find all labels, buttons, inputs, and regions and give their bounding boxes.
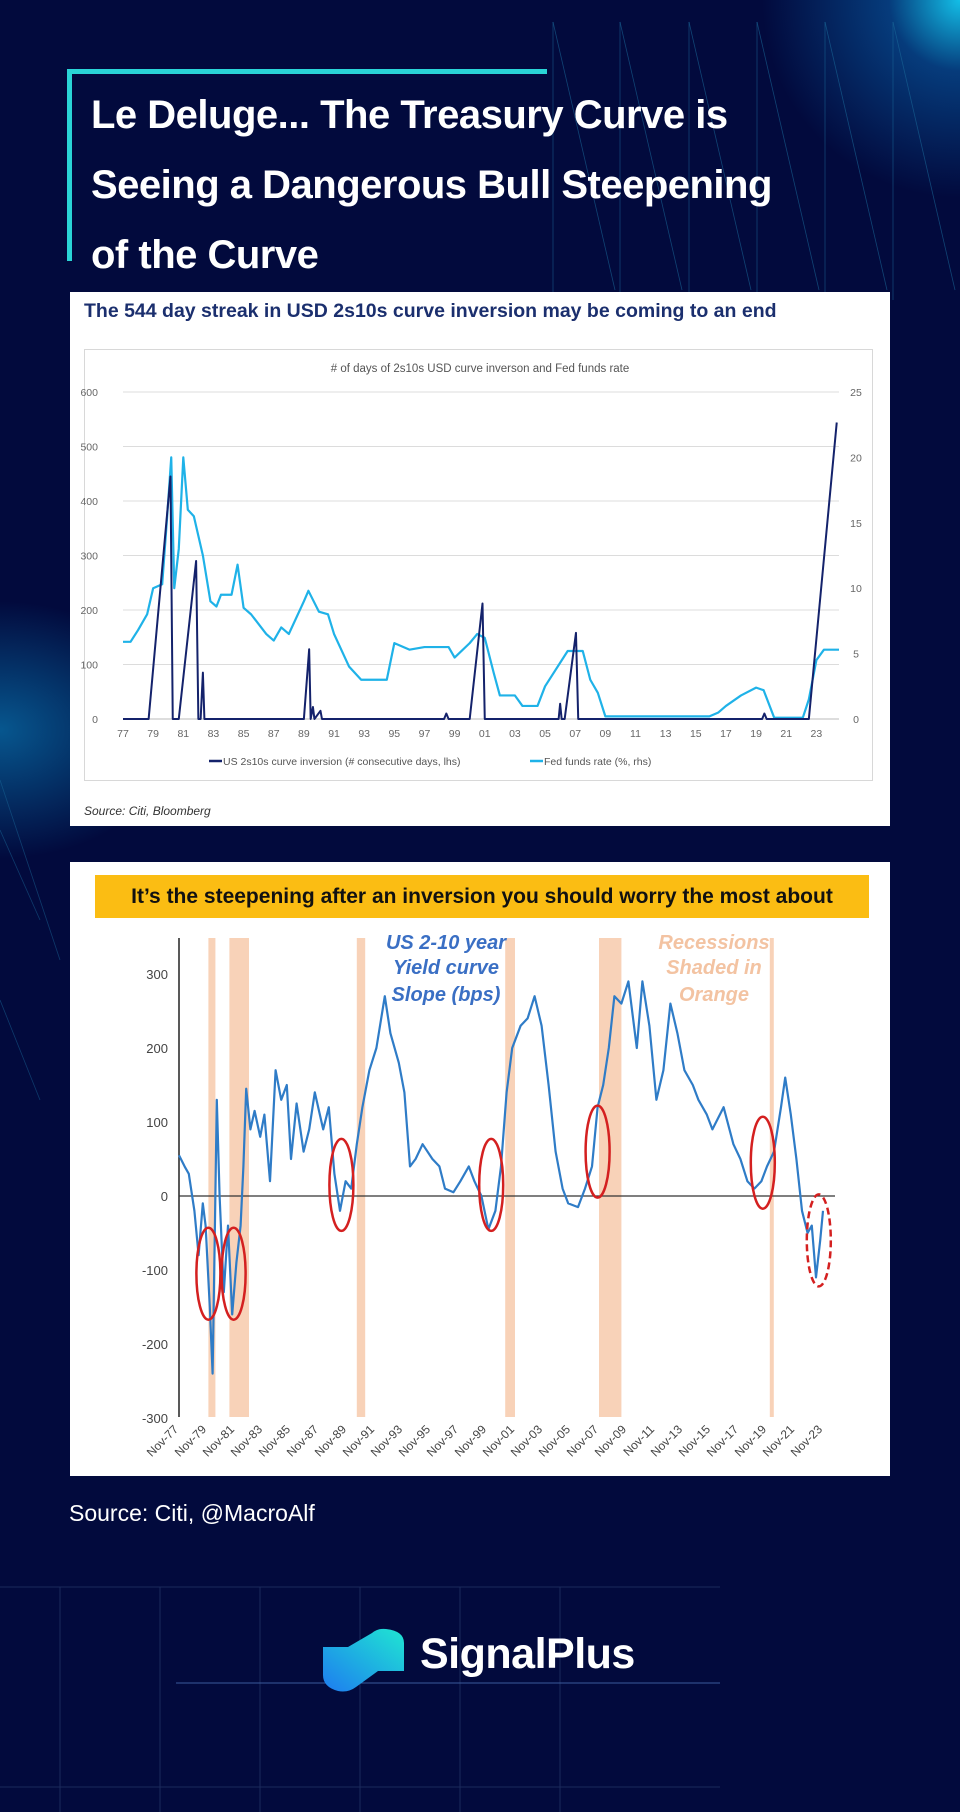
y-tick-label-right: 10 (850, 583, 862, 595)
annotation-recessions: Orange (679, 984, 749, 1006)
chart-title: # of days of 2s10s USD curve inverson an… (331, 363, 630, 375)
y-tick-label-right: 15 (850, 518, 862, 530)
y-tick-label: -100 (142, 1263, 168, 1278)
decorative-line (892, 21, 956, 291)
x-tick-label: 99 (449, 728, 461, 740)
x-tick-label: 03 (509, 728, 521, 740)
x-tick-label: Nov-23 (788, 1422, 825, 1459)
y-tick-label-right: 0 (853, 714, 859, 726)
annotation-series: Slope (bps) (392, 984, 501, 1006)
signalplus-logo-icon (323, 1628, 404, 1692)
decorative-line (0, 999, 41, 1101)
fed-funds-line (123, 456, 839, 719)
recession-band (229, 938, 249, 1417)
highlight-circle (477, 1137, 505, 1233)
x-tick-label: 21 (780, 728, 792, 740)
title-line: Le Deluge... The Treasury Curve is (91, 93, 728, 137)
y-tick-label-left: 600 (80, 387, 98, 399)
x-tick-label: 19 (750, 728, 762, 740)
decorative-line (824, 21, 888, 291)
title-line: Seeing a Dangerous Bull Steepening (91, 163, 772, 207)
decorative-line (756, 21, 820, 291)
x-tick-label: 89 (298, 728, 310, 740)
x-tick-label: 97 (419, 728, 431, 740)
decorative-line (688, 21, 752, 291)
y-tick-label-left: 200 (80, 605, 98, 617)
x-tick-label: 07 (569, 728, 581, 740)
recession-band (208, 938, 216, 1417)
x-tick-label: 81 (177, 728, 189, 740)
chart-panel-inversion-streak: The 544 day streak in USD 2s10s curve in… (70, 292, 890, 826)
y-tick-label-left: 0 (92, 714, 98, 726)
yield-slope-line (178, 980, 825, 1375)
x-tick-label: 13 (660, 728, 672, 740)
title-line: of the Curve (91, 233, 319, 277)
logo-text: SignalPlus (420, 1630, 635, 1678)
y-tick-label: 100 (146, 1115, 168, 1130)
annotation-recessions: Recessions (658, 932, 769, 954)
title-accent-bar-vertical (67, 69, 72, 261)
x-tick-label: 87 (268, 728, 280, 740)
x-tick-label: 05 (539, 728, 551, 740)
chart-frame (84, 349, 873, 781)
chart-headline: The 544 day streak in USD 2s10s curve in… (84, 300, 777, 322)
annotation-recessions: Shaded in (666, 957, 762, 979)
x-tick-label: 15 (690, 728, 702, 740)
decorative-line (0, 779, 61, 961)
highlight-circle (328, 1137, 355, 1233)
x-tick-label: 09 (600, 728, 612, 740)
annotation-series: Yield curve (393, 957, 499, 979)
recession-band (505, 938, 515, 1417)
inversion-days-line (123, 422, 838, 720)
chart-source: Source: Citi, Bloomberg (84, 804, 211, 818)
x-tick-label: 95 (388, 728, 400, 740)
legend-label-inversion: US 2s10s curve inversion (# consecutive … (223, 756, 461, 768)
y-tick-label-left: 300 (80, 551, 98, 563)
annotation-series: US 2-10 year (386, 932, 507, 954)
y-tick-label-right: 25 (850, 387, 862, 399)
y-tick-label-left: 400 (80, 496, 98, 508)
y-tick-label: -300 (142, 1411, 168, 1426)
y-tick-label-left: 100 (80, 660, 98, 672)
source-note: Source: Citi, @MacroAlf (69, 1500, 315, 1526)
decorative-line (619, 21, 683, 291)
decorative-line (0, 829, 41, 921)
y-tick-label-right: 5 (853, 649, 859, 661)
highlight-circle (584, 1104, 611, 1199)
decorative-line (552, 21, 616, 291)
legend: US 2s10s curve inversion (# consecutive … (209, 756, 651, 768)
x-tick-label: 77 (117, 728, 129, 740)
recession-band (769, 938, 774, 1417)
x-tick-label: 01 (479, 728, 491, 740)
y-tick-label: 0 (161, 1189, 168, 1204)
y-tick-label-right: 20 (850, 452, 862, 464)
page-title: Le Deluge... The Treasury Curve is Seein… (91, 80, 951, 290)
title-accent-bar (67, 69, 547, 74)
y-tick-label: 300 (146, 967, 168, 982)
y-tick-label-left: 500 (80, 442, 98, 454)
chart-headline-banner: It’s the steepening after an inversion y… (95, 875, 869, 918)
highlight-circle (749, 1115, 777, 1210)
yield-curve-slope-chart: US 2-10 year Yield curve Slope (bps) Rec… (142, 932, 835, 1459)
legend-label-fed-funds: Fed funds rate (%, rhs) (544, 756, 651, 768)
highlight-circle-dashed (805, 1193, 833, 1288)
x-tick-label: 93 (358, 728, 370, 740)
highlight-circle (220, 1226, 247, 1321)
inversion-fed-funds-chart: # of days of 2s10s USD curve inverson an… (80, 363, 862, 768)
x-tick-label: 23 (811, 728, 823, 740)
x-tick-label: 11 (630, 728, 641, 740)
x-tick-label: 79 (147, 728, 159, 740)
x-tick-label: 91 (328, 728, 340, 740)
x-tick-label: 83 (208, 728, 220, 740)
x-tick-label: 17 (720, 728, 732, 740)
y-tick-label: 200 (146, 1041, 168, 1056)
x-tick-label: 85 (238, 728, 250, 740)
recession-band (599, 938, 622, 1417)
recession-band (356, 938, 366, 1417)
x-tick-label: Nov-09 (592, 1422, 629, 1459)
y-tick-label: -200 (142, 1337, 168, 1352)
chart-panel-yield-curve-slope: It’s the steepening after an inversion y… (70, 862, 890, 1476)
